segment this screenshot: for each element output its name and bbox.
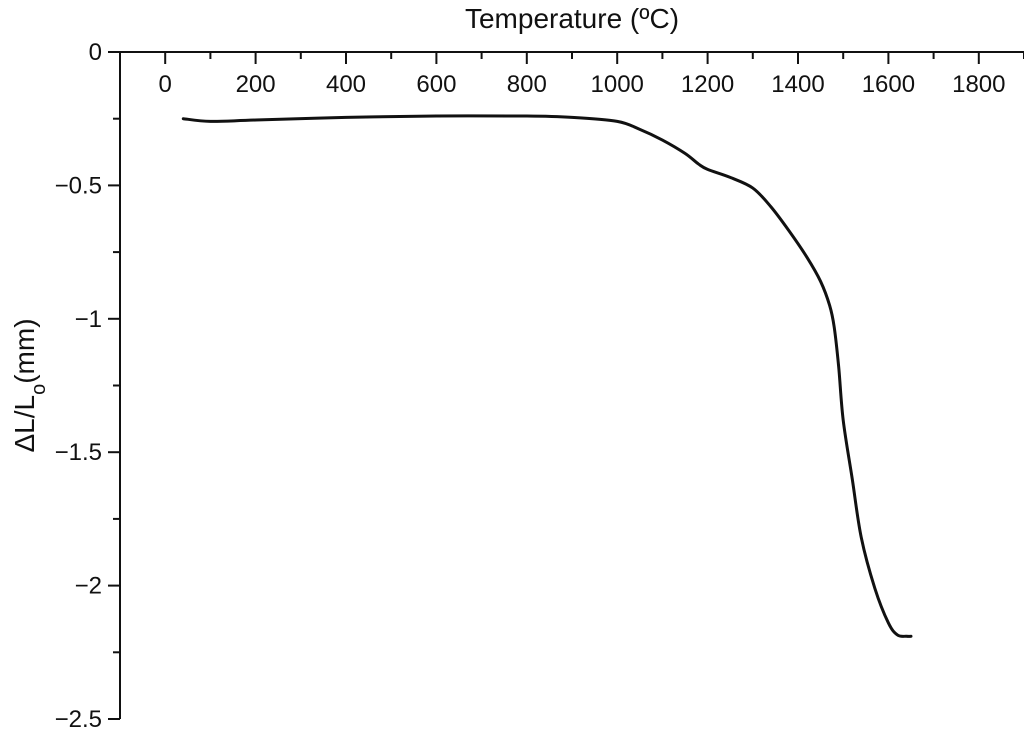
- y-tick-label: −1: [75, 306, 102, 333]
- x-ticks: 0 200 400 600 800 1000 1200 1400 1600 1800: [119, 52, 1024, 98]
- y-ticks: 0 −0.5 −1 −1.5 −2 −2.5: [55, 39, 120, 733]
- y-tick-label: −2: [75, 573, 102, 600]
- y-axis-title-unit: (mm): [9, 318, 40, 383]
- y-tick-label: −1.5: [55, 439, 102, 466]
- y-axis-title-main: ΔL/L: [9, 395, 40, 453]
- x-tick-label: 400: [326, 71, 366, 98]
- x-tick-label: 1600: [862, 71, 915, 98]
- y-tick-label: −0.5: [55, 172, 102, 199]
- y-axis-title-subscript: o: [28, 384, 50, 395]
- x-tick-label: 800: [507, 71, 547, 98]
- y-tick-label: −2.5: [55, 706, 102, 733]
- y-tick-label: 0: [89, 39, 102, 66]
- series-line-shrinkage: [181, 114, 913, 638]
- y-axis-title: ΔL/Lo(mm): [9, 318, 50, 452]
- x-axis-title: Temperature (ºC): [465, 3, 679, 34]
- x-tick-label: 1200: [681, 71, 734, 98]
- x-tick-label: 1400: [771, 71, 824, 98]
- x-tick-label: 600: [416, 71, 456, 98]
- x-tick-label: 0: [159, 71, 172, 98]
- x-tick-label: 1000: [591, 71, 644, 98]
- x-tick-label: 200: [236, 71, 276, 98]
- x-tick-label: 1800: [952, 71, 1005, 98]
